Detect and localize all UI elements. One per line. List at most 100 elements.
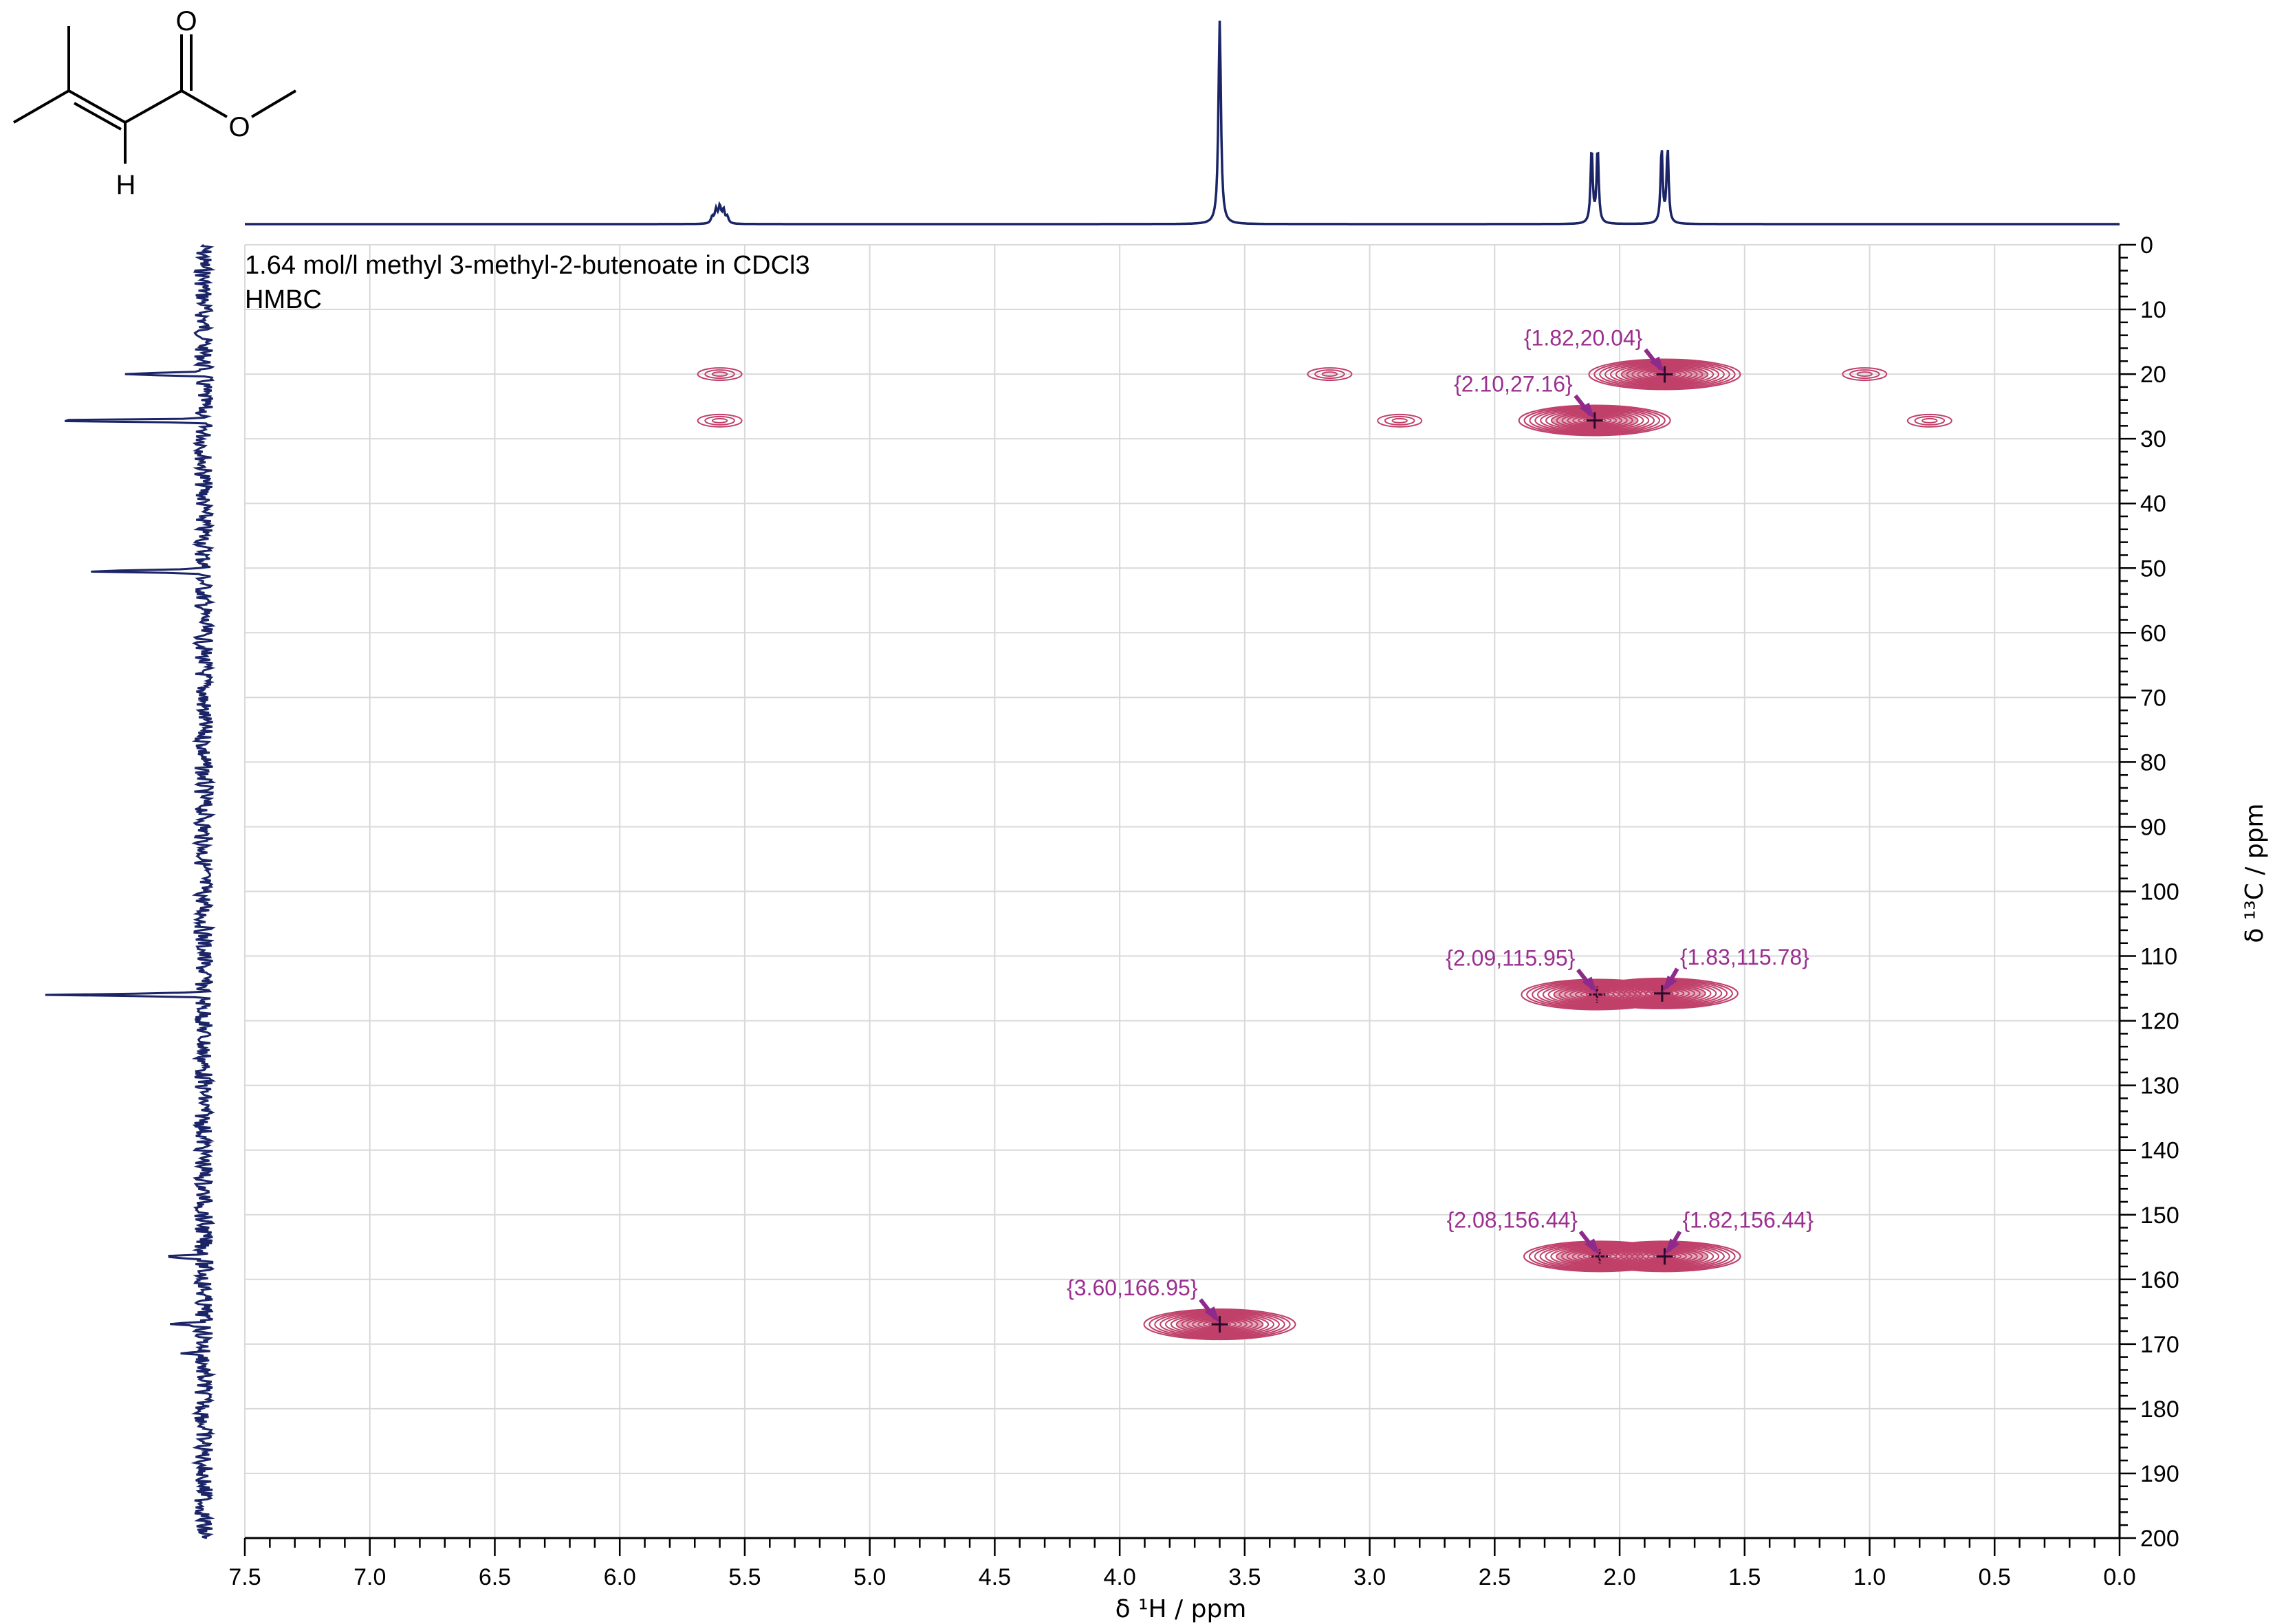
weak-contours xyxy=(697,367,1952,428)
contour-ring xyxy=(1593,360,1736,389)
proton-projection xyxy=(245,20,2120,226)
atom-label-o-carbonyl: O xyxy=(175,6,197,36)
annotation-line-1: 1.64 mol/l methyl 3-methyl-2-butenoate i… xyxy=(245,251,810,280)
y-tick-label: 110 xyxy=(2140,944,2177,970)
weak-peak xyxy=(1307,367,1353,382)
bond-c2-c3 xyxy=(68,89,126,124)
y-tick-label: 70 xyxy=(2140,685,2166,711)
contour-ring xyxy=(1620,364,1709,384)
x-tick-label: 0.5 xyxy=(1979,1564,2011,1590)
peak-arrowhead xyxy=(1582,976,1598,994)
strong-peak xyxy=(1588,358,1741,391)
contour-ring xyxy=(1609,362,1720,386)
contour-ring xyxy=(1842,367,1888,382)
bond-c-carbonyl xyxy=(124,89,182,124)
x-tick-label: 7.0 xyxy=(353,1564,386,1590)
y-tick-label: 50 xyxy=(2140,556,2166,582)
x-tick-label: 2.0 xyxy=(1603,1564,1635,1590)
x-tick-label: 0.0 xyxy=(2103,1564,2135,1590)
peak-label: {1.83,115.78} xyxy=(1680,945,1809,969)
contour-ring xyxy=(1599,360,1730,388)
peak-arrowhead xyxy=(1579,402,1595,419)
x-tick-label: 7.5 xyxy=(228,1564,261,1590)
contour-ring xyxy=(1602,980,1723,1007)
y-tick-label: 90 xyxy=(2140,814,2166,840)
contour-ring xyxy=(1620,1247,1709,1266)
contour-ring xyxy=(1160,1311,1280,1337)
y-tick-label: 80 xyxy=(2140,749,2166,776)
peak-label: {1.82,156.44} xyxy=(1682,1207,1814,1232)
y-tick-label: 190 xyxy=(2140,1461,2179,1487)
contour-ring xyxy=(1604,1244,1725,1269)
axes: 7.5 7.0 6.5 6.0 5.5 5.0 4.5 4.0 3.5 3.0 2.5 2.0 1.5 1… xyxy=(228,232,2179,1590)
x-tick-label: 5.0 xyxy=(853,1564,886,1590)
carbon-projection xyxy=(45,243,217,1539)
contour-ring xyxy=(1588,358,1741,391)
strong-contours xyxy=(1143,358,1741,1341)
x-tick-label: 1.0 xyxy=(1853,1564,1886,1590)
contour-ring xyxy=(1529,406,1661,435)
peak-label: {3.60,166.95} xyxy=(1067,1275,1198,1300)
peak-arrowhead xyxy=(1204,1306,1220,1324)
y-tick-label: 180 xyxy=(2140,1396,2179,1423)
x-tick-label: 5.5 xyxy=(728,1564,761,1590)
y-tick-label: 20 xyxy=(2140,362,2166,388)
x-tick-label: 3.5 xyxy=(1228,1564,1261,1590)
y-tick-label: 200 xyxy=(2140,1526,2179,1552)
contour-ring xyxy=(1613,983,1712,1005)
x-tick-label: 1.5 xyxy=(1728,1564,1761,1590)
atom-label-o-ester: O xyxy=(228,112,250,142)
y-tick-label: 100 xyxy=(2140,879,2179,906)
weak-peak xyxy=(1906,413,1952,428)
x-axis-title: δ ¹H / ppm xyxy=(1115,1595,1247,1623)
contour-ring xyxy=(1588,1240,1741,1273)
x-tick-label: 3.0 xyxy=(1353,1564,1386,1590)
carbon-spectrum-trace xyxy=(45,243,217,1539)
peak-labels: {1.82,20.04} {2.10,27.16} {2.09,115.95} {1.… xyxy=(1067,325,1814,1324)
contour-ring xyxy=(1593,1241,1736,1271)
weak-peak xyxy=(1377,413,1423,428)
contour-ring xyxy=(1609,1244,1720,1269)
contour-ring xyxy=(711,417,728,424)
contour-ring xyxy=(1599,1242,1730,1271)
y-tick-label: 40 xyxy=(2140,491,2166,517)
contour-ring xyxy=(1154,1310,1285,1339)
contour-ring xyxy=(1607,982,1717,1005)
contour-ring xyxy=(1170,1314,1270,1335)
strong-peak xyxy=(1585,977,1739,1009)
grid-lines xyxy=(244,244,2120,1539)
contour-ring xyxy=(1849,369,1880,380)
y-tick-label: 0 xyxy=(2140,232,2153,259)
weak-peak xyxy=(697,413,743,428)
contour-ring xyxy=(1585,977,1739,1009)
y-tick-label: 170 xyxy=(2140,1332,2179,1358)
proton-spectrum-trace xyxy=(245,20,2120,226)
contour-ring xyxy=(1922,417,1938,424)
y-tick-label: 30 xyxy=(2140,426,2166,452)
contour-ring xyxy=(1596,980,1728,1007)
contour-ring xyxy=(1550,410,1639,430)
contour-ring xyxy=(1545,410,1644,431)
peak-arrowhead xyxy=(1664,1238,1680,1255)
x-tick-label: 2.5 xyxy=(1479,1564,1511,1590)
x-tick-label: 4.0 xyxy=(1104,1564,1136,1590)
y-tick-label: 10 xyxy=(2140,297,2166,323)
contour-ring xyxy=(1518,404,1671,437)
y-tick-label: 140 xyxy=(2140,1138,2179,1164)
contour-ring xyxy=(1615,1246,1715,1267)
contour-ring xyxy=(704,415,735,426)
weak-peak xyxy=(697,367,743,382)
bond-methyl-1 xyxy=(13,89,69,124)
contour-ring xyxy=(1149,1309,1291,1339)
contour-ring xyxy=(1175,1315,1264,1334)
strong-peak xyxy=(1588,1240,1741,1273)
contour-ring xyxy=(1164,1313,1275,1336)
atom-label-h: H xyxy=(116,170,136,200)
contour-ring xyxy=(1604,362,1725,387)
y-tick-label: 120 xyxy=(2140,1009,2179,1035)
contour-ring xyxy=(1377,413,1423,428)
contour-ring xyxy=(1536,982,1657,1007)
peak-arrowhead xyxy=(1662,975,1677,992)
contour-ring xyxy=(1384,415,1415,426)
